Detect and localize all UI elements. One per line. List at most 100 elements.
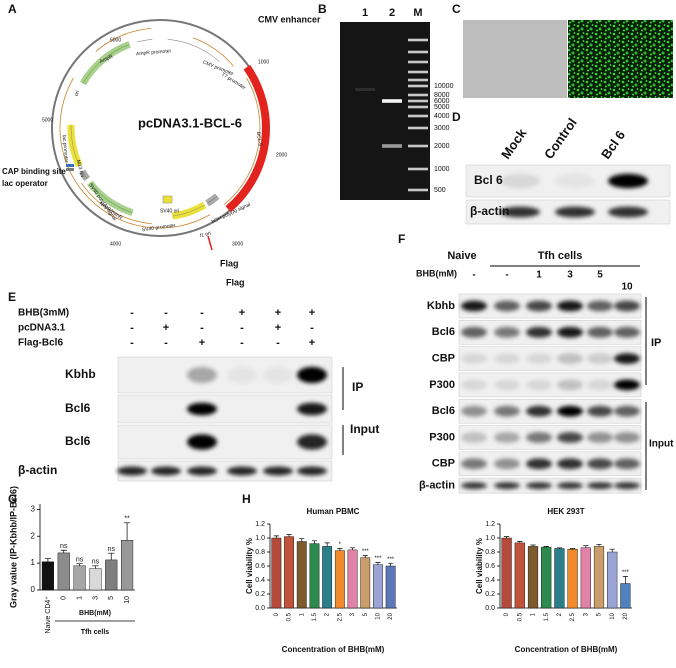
chart-title: HEK 293T — [547, 507, 584, 516]
row-label: P300 — [429, 379, 455, 391]
row-label: Kbhb — [65, 367, 96, 381]
x-tick-label: 2 — [557, 612, 563, 616]
error-bar — [375, 562, 381, 565]
bar — [514, 542, 525, 609]
bar — [271, 537, 282, 609]
blot-band — [608, 173, 648, 189]
row-label: Bcl6 — [65, 401, 91, 415]
condition-label: pcDNA3.1 — [18, 323, 66, 334]
blot-band — [557, 379, 583, 391]
blot-band — [297, 366, 327, 384]
gel-band — [408, 167, 428, 171]
row-label: Bcl6 — [65, 434, 91, 448]
error-bar — [543, 546, 549, 548]
row-label: Kbhb — [427, 300, 455, 312]
blot-band — [263, 366, 293, 384]
x-tick-label: 2.5 — [337, 612, 343, 621]
condition-label: BHB(3mM) — [18, 308, 69, 319]
sign: + — [275, 307, 281, 319]
sign: - — [130, 337, 134, 349]
gel-band — [408, 126, 428, 130]
x-tick-label: 3 — [92, 596, 99, 600]
gel-band — [408, 70, 428, 74]
error-bar — [609, 548, 615, 552]
panel-letter: B — [318, 2, 327, 16]
sign: - — [200, 307, 204, 319]
blot-band — [526, 353, 552, 364]
row-label: CBP — [432, 458, 455, 470]
x-tick-label: 1 — [76, 596, 83, 600]
blot-band — [587, 405, 613, 417]
feature-line — [95, 27, 152, 52]
bar — [121, 540, 134, 591]
bar — [360, 557, 371, 609]
blot-band — [297, 466, 327, 476]
error-bar — [583, 545, 589, 548]
y-tick-label: 1.0 — [255, 535, 265, 542]
blot-band — [587, 458, 613, 470]
x-tick-label: 1 — [299, 612, 305, 616]
condition-label: Flag-Bcl6 — [18, 338, 63, 349]
bar — [309, 543, 320, 609]
sign: + — [163, 322, 169, 334]
blot-band — [227, 466, 257, 476]
dose: - — [505, 270, 508, 281]
blot-band — [461, 379, 487, 391]
blot-band — [461, 300, 487, 312]
blot-band — [526, 405, 552, 417]
group-label: Tfh cells — [81, 629, 110, 636]
feature-line — [59, 77, 211, 229]
blot-band — [557, 326, 583, 338]
blot-band — [461, 458, 487, 470]
significance: * — [339, 542, 342, 548]
gel-band — [408, 105, 428, 109]
callout: lac operator — [2, 179, 48, 188]
error-bar — [362, 555, 368, 558]
ladder-label: 2000 — [434, 143, 450, 150]
error-bar — [556, 547, 563, 549]
feature-line — [81, 182, 152, 225]
y-tick-label: 0.6 — [255, 563, 265, 570]
feature-neor-edge — [89, 182, 133, 213]
blot-band — [494, 300, 520, 312]
row-label: CBP — [432, 353, 455, 365]
row-label: β-actin — [470, 204, 509, 218]
gel-band — [408, 78, 428, 82]
bar — [373, 564, 383, 609]
blot-band — [494, 432, 520, 443]
feature-label: lac promoter — [61, 135, 69, 164]
x-tick-label: 0 — [61, 596, 68, 600]
chart-title: Human PBMC — [307, 507, 360, 516]
sign: - — [310, 322, 314, 334]
brightfield-image — [463, 20, 567, 98]
error-bar — [350, 547, 356, 550]
error-bar — [530, 544, 536, 547]
blot-band — [187, 402, 217, 416]
bar — [620, 583, 631, 609]
bar — [501, 537, 512, 609]
blot-band — [587, 379, 613, 391]
feature-ori-edge — [70, 124, 80, 166]
sign: - — [164, 307, 168, 319]
error-bar — [60, 549, 67, 553]
feature-sv40pa-edge — [81, 171, 88, 180]
gel-band — [408, 144, 428, 148]
x-axis-title: Concentration of BHB(mM) — [515, 645, 618, 654]
error-bar — [622, 576, 629, 584]
blot-band — [526, 432, 552, 443]
ladder-label: 6000 — [434, 98, 450, 105]
panel-letter: E — [8, 290, 16, 304]
bar — [334, 550, 345, 609]
blot-band — [494, 326, 520, 338]
feature-cap — [66, 168, 74, 171]
error-bar — [273, 535, 279, 538]
blot-band — [494, 379, 520, 391]
significance: ns — [76, 557, 84, 564]
row-label: Bcl6 — [432, 405, 455, 417]
y-tick-label: 0.0 — [255, 605, 265, 612]
error-bar — [596, 543, 602, 547]
feature-bgh-edge — [207, 195, 218, 204]
callout: CMV enhancer — [258, 14, 321, 24]
blot-strip — [117, 424, 333, 460]
